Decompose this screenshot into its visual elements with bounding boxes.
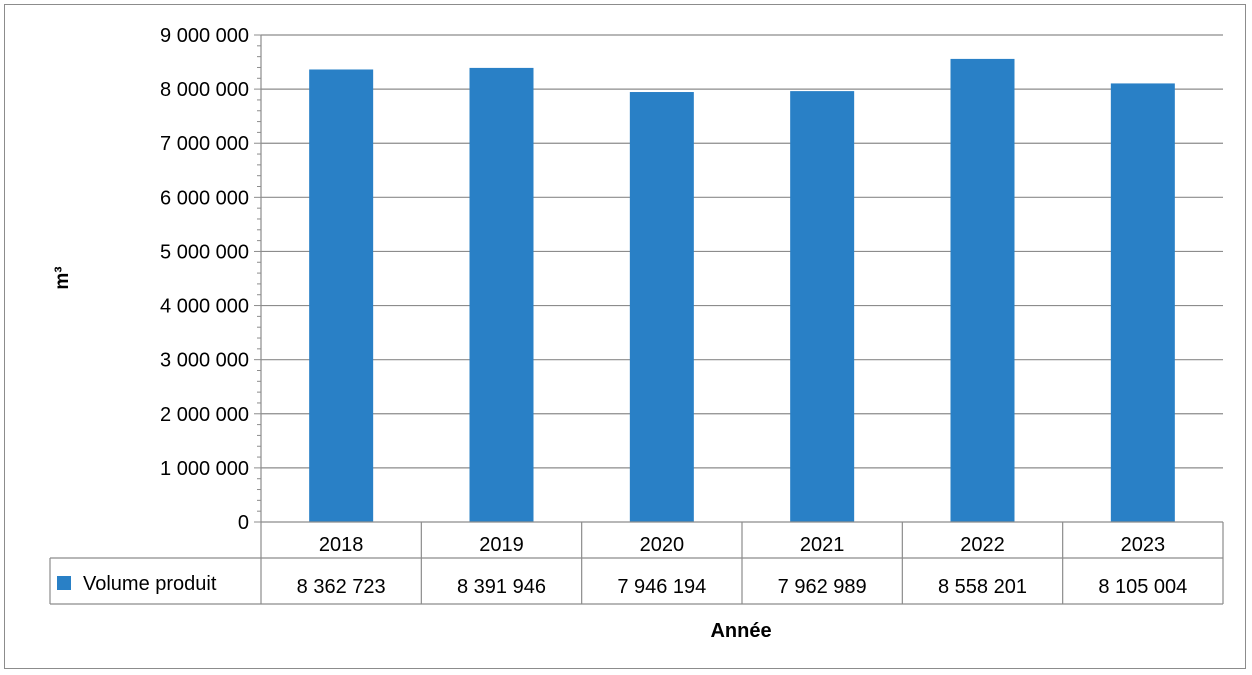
x-tick-label: 2019 bbox=[479, 534, 524, 556]
y-tick-label: 6 000 000 bbox=[160, 187, 249, 209]
gridlines bbox=[261, 34, 1223, 469]
x-tick-label: 2022 bbox=[960, 534, 1005, 556]
y-axis-title: m³ bbox=[52, 266, 73, 289]
data-label: 7 962 989 bbox=[778, 576, 867, 598]
y-tick-label: 5 000 000 bbox=[160, 241, 249, 263]
y-tick-label: 0 bbox=[238, 512, 249, 534]
bar bbox=[309, 69, 374, 522]
data-label: 8 105 004 bbox=[1098, 576, 1187, 598]
legend-label: Volume produit bbox=[83, 573, 217, 595]
bar bbox=[629, 92, 694, 522]
y-tick-label: 8 000 000 bbox=[160, 79, 249, 101]
y-tick-label: 2 000 000 bbox=[160, 404, 249, 426]
legend-swatch bbox=[57, 576, 71, 590]
y-tick-label: 9 000 000 bbox=[160, 25, 249, 47]
data-label: 8 362 723 bbox=[297, 576, 386, 598]
x-tick-label: 2021 bbox=[800, 534, 845, 556]
data-label: 8 391 946 bbox=[457, 576, 546, 598]
x-tick-label: 2023 bbox=[1121, 534, 1166, 556]
x-tick-label: 2020 bbox=[640, 534, 685, 556]
y-tick-label: 3 000 000 bbox=[160, 350, 249, 372]
y-axis: 0 1 000 000 2 000 000 3 000 000 4 000 000 5 0… bbox=[160, 25, 262, 534]
bar bbox=[469, 67, 534, 523]
y-tick-label: 4 000 000 bbox=[160, 296, 249, 318]
bar bbox=[950, 58, 1015, 522]
bar bbox=[790, 91, 855, 522]
y-tick-label: 7 000 000 bbox=[160, 133, 249, 155]
x-axis-title: Année bbox=[710, 620, 771, 642]
y-tick-label: 1 000 000 bbox=[160, 458, 249, 480]
bars bbox=[309, 58, 1175, 523]
data-label: 7 946 194 bbox=[617, 576, 706, 598]
x-tick-label: 2018 bbox=[319, 534, 364, 556]
data-table: 2018 2019 2020 2021 2022 2023 Volume produit 8 … bbox=[49, 521, 1224, 605]
bar bbox=[1110, 83, 1175, 522]
data-label: 8 558 201 bbox=[938, 576, 1027, 598]
